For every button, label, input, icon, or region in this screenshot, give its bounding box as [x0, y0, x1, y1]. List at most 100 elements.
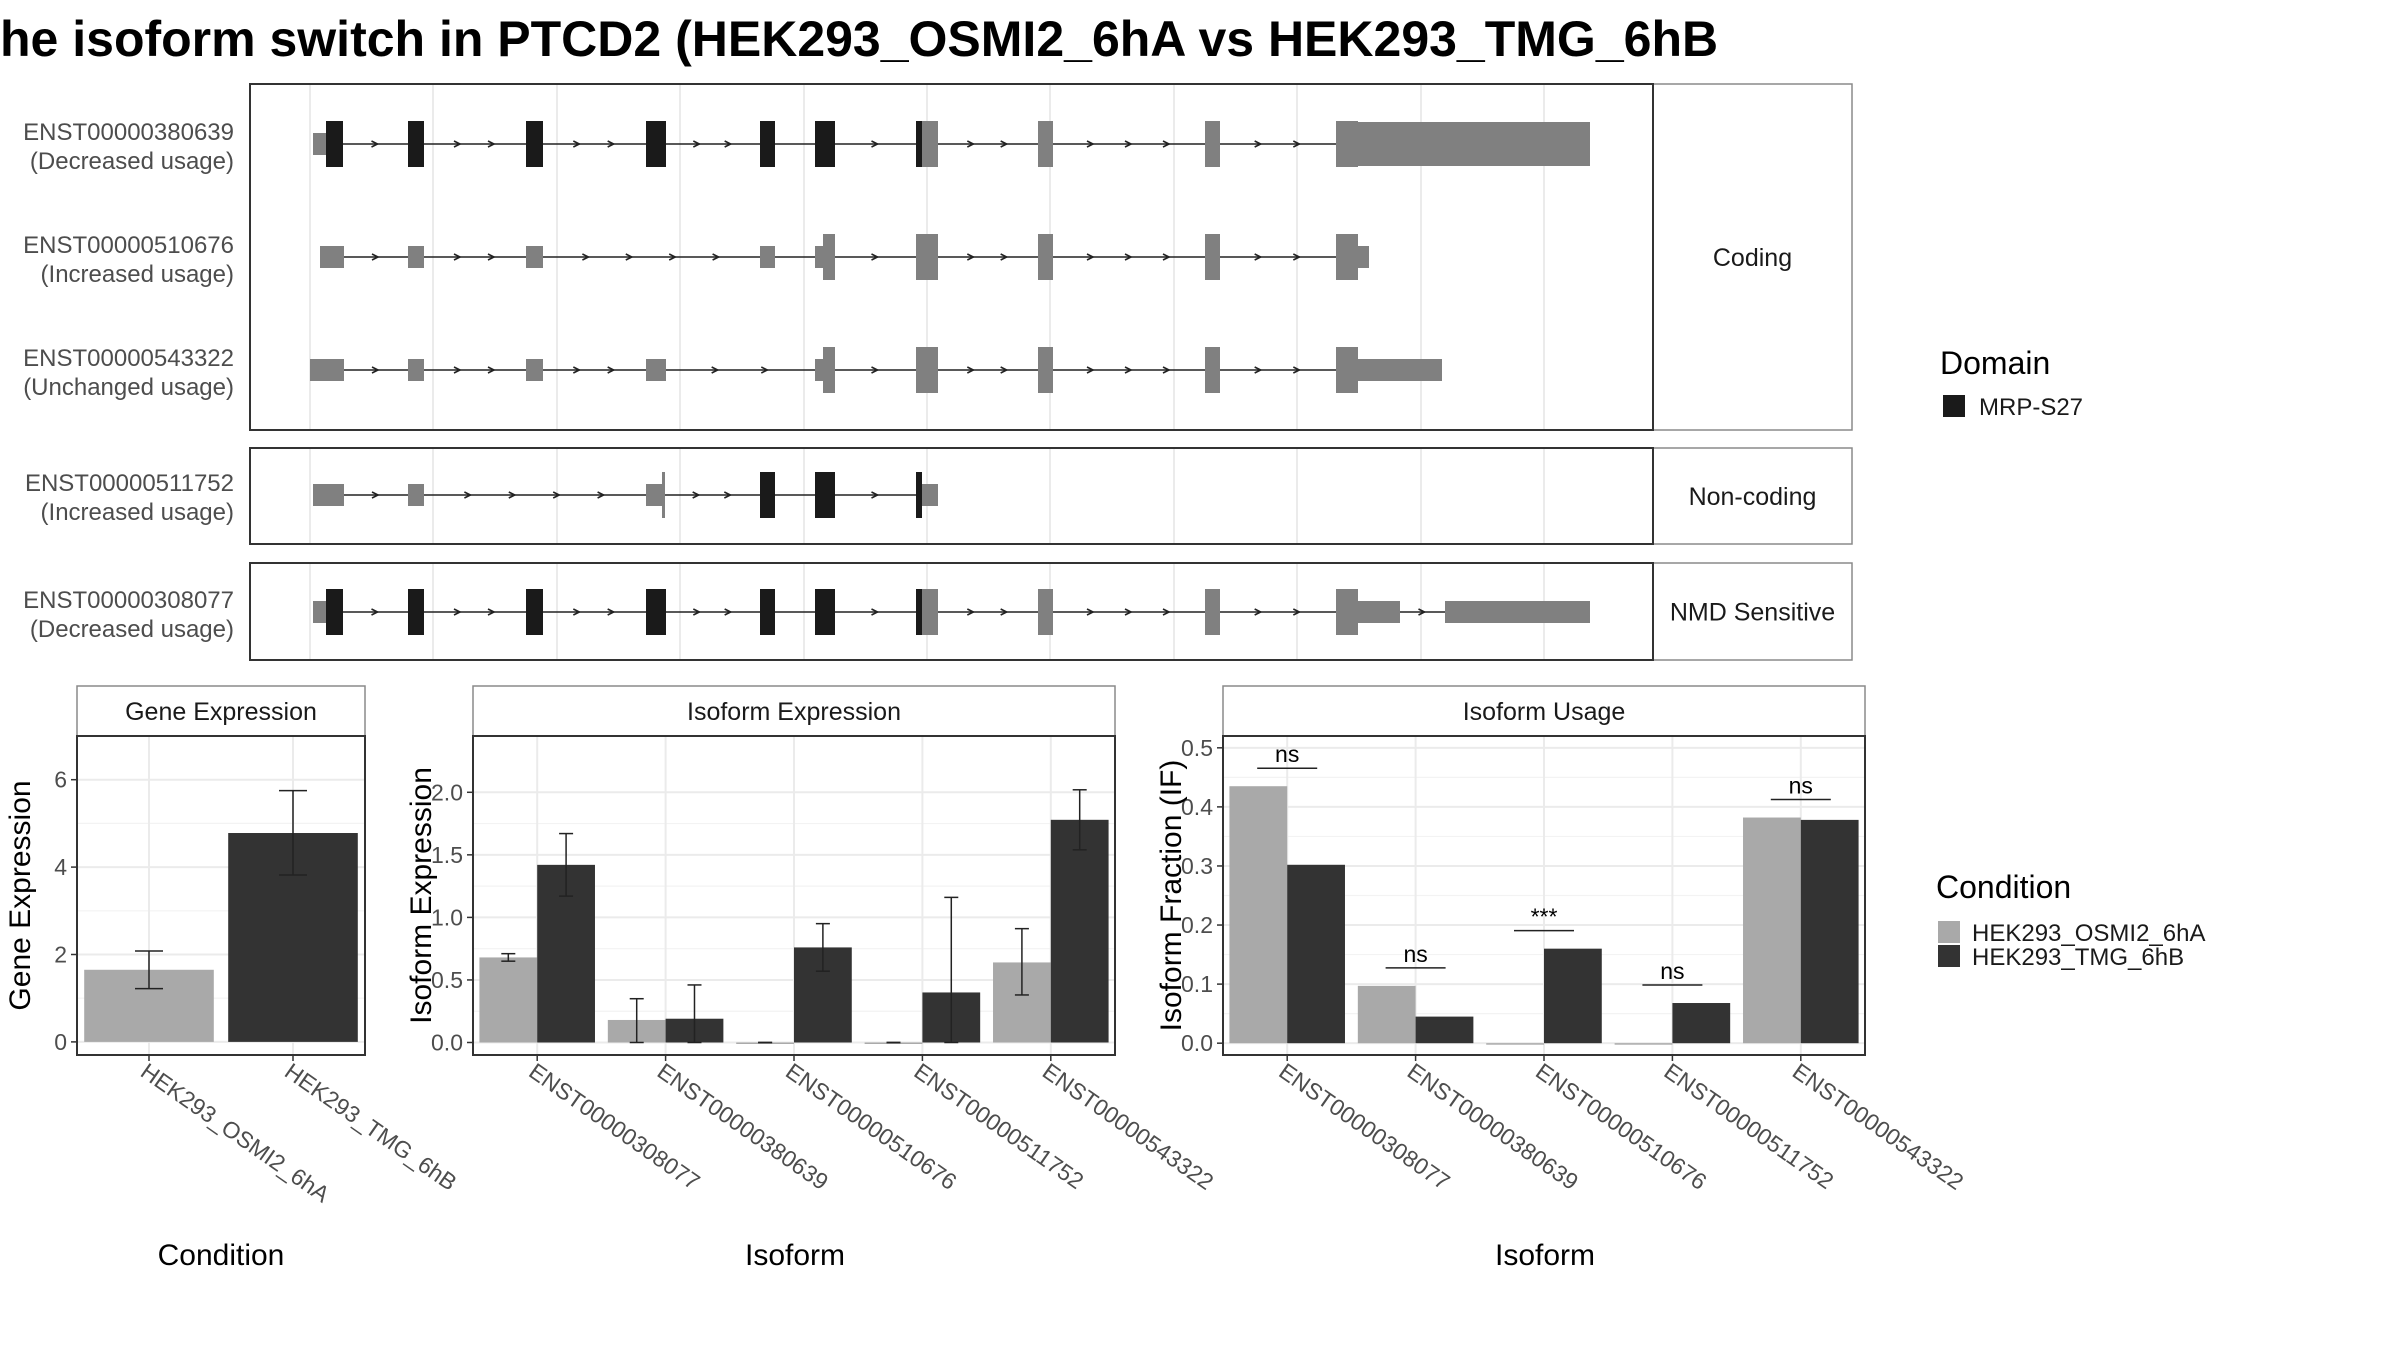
domain-exon	[760, 589, 775, 635]
strand-arrow	[371, 608, 380, 616]
domain-exon	[526, 589, 543, 635]
exon	[1038, 121, 1053, 167]
strand-arrow	[371, 366, 380, 374]
panel-strip-label: Coding	[1713, 244, 1792, 272]
strand-arrow	[607, 140, 616, 148]
y-tick-label: 0.1	[1181, 971, 1213, 997]
exon	[662, 472, 665, 518]
transcript-id-label: ENST00000380639	[23, 119, 234, 146]
chart-strip-label: Isoform Usage	[1463, 698, 1626, 726]
domain-exon	[408, 121, 424, 167]
strand-arrow	[607, 366, 616, 374]
plot-border	[76, 735, 366, 1056]
domain-exon	[760, 121, 775, 167]
structure-panel-border	[249, 562, 1654, 661]
exon	[646, 359, 666, 381]
condition-legend-label: HEK293_TMG_6hB	[1972, 944, 2184, 971]
exon	[313, 484, 344, 506]
strand-arrow	[1000, 608, 1009, 616]
strand-arrow	[371, 140, 380, 148]
chart-strip	[1222, 685, 1866, 737]
strand-arrow	[871, 253, 880, 261]
y-tick-label: 0.0	[1181, 1030, 1213, 1056]
strand-arrow	[1254, 253, 1263, 261]
strand-arrow	[712, 253, 721, 261]
y-axis-title: Isoform Fraction (IF)	[1155, 760, 1188, 1032]
exon	[320, 246, 344, 268]
y-tick-label: 1.5	[431, 842, 463, 868]
chart-strip-label: Isoform Expression	[687, 698, 901, 726]
significance-label: ns	[1275, 741, 1299, 767]
domain-exon	[326, 589, 343, 635]
strand-arrow	[487, 253, 496, 261]
strand-arrow	[1000, 366, 1009, 374]
y-tick-label: 2.0	[431, 779, 463, 805]
transcript-usage-label: (Decreased usage)	[30, 148, 234, 175]
y-axis-title: Gene Expression	[4, 780, 37, 1010]
exon	[823, 347, 835, 393]
exon	[526, 359, 543, 381]
exon	[1358, 246, 1369, 268]
domain-exon	[408, 589, 424, 635]
bar	[1050, 819, 1109, 1043]
strand-arrow	[1086, 366, 1095, 374]
chart-strip	[76, 685, 366, 737]
domain-exon	[646, 589, 666, 635]
strand-arrow	[760, 366, 770, 374]
y-tick-label: 4	[54, 854, 67, 880]
strand-arrow	[711, 366, 720, 374]
strand-arrow	[1254, 140, 1263, 148]
exon	[1358, 359, 1442, 381]
domain-legend: Domain MRP-S27	[1940, 345, 2083, 421]
strand-arrow	[1254, 366, 1263, 374]
strand-arrow	[607, 608, 616, 616]
exon	[760, 246, 775, 268]
exon	[922, 121, 938, 167]
strand-arrow	[464, 491, 473, 499]
strand-arrow	[453, 366, 462, 374]
strand-arrow	[723, 491, 733, 499]
exon	[1336, 589, 1358, 635]
strand-arrow	[966, 140, 976, 148]
significance-label: ns	[1403, 941, 1427, 967]
y-tick-label: 0.3	[1181, 853, 1213, 879]
domain-exon	[916, 472, 922, 518]
significance-label: ns	[1660, 958, 1684, 984]
y-tick-label: 6	[54, 767, 67, 793]
strand-arrow	[966, 608, 976, 616]
domain-legend-title: Domain	[1940, 345, 2050, 381]
strand-arrow	[1124, 140, 1133, 148]
domain-legend-label: MRP-S27	[1979, 394, 2083, 421]
exon	[1336, 347, 1358, 393]
exon	[1445, 601, 1590, 623]
significance-label: ns	[1789, 773, 1813, 799]
y-axis-title: Isoform Expression	[405, 767, 438, 1024]
strand-arrow	[966, 366, 976, 374]
strand-arrow	[692, 491, 701, 499]
strand-arrow	[597, 491, 606, 499]
y-tick-label: 1.0	[431, 904, 463, 930]
condition-legend-title: Condition	[1936, 869, 2071, 905]
exon	[1038, 234, 1053, 280]
exon	[646, 484, 662, 506]
strand-arrow	[572, 140, 582, 148]
bar	[479, 957, 538, 1043]
exon	[310, 359, 344, 381]
y-tick-label: 0.5	[1181, 735, 1213, 761]
strand-arrow	[692, 140, 702, 148]
exon	[313, 601, 326, 623]
strand-arrow	[1000, 253, 1009, 261]
strand-arrow	[1162, 608, 1171, 616]
strand-arrow	[582, 253, 591, 261]
transcript-usage-label: (Unchanged usage)	[23, 374, 234, 401]
domain-exon	[646, 121, 666, 167]
exon	[916, 347, 938, 393]
strand-arrow	[453, 608, 462, 616]
strand-arrow	[572, 366, 582, 374]
structure-panel-border	[249, 83, 1654, 431]
plot-border	[1222, 735, 1866, 1056]
panel-strip	[1652, 83, 1853, 431]
strand-arrow	[724, 608, 733, 616]
